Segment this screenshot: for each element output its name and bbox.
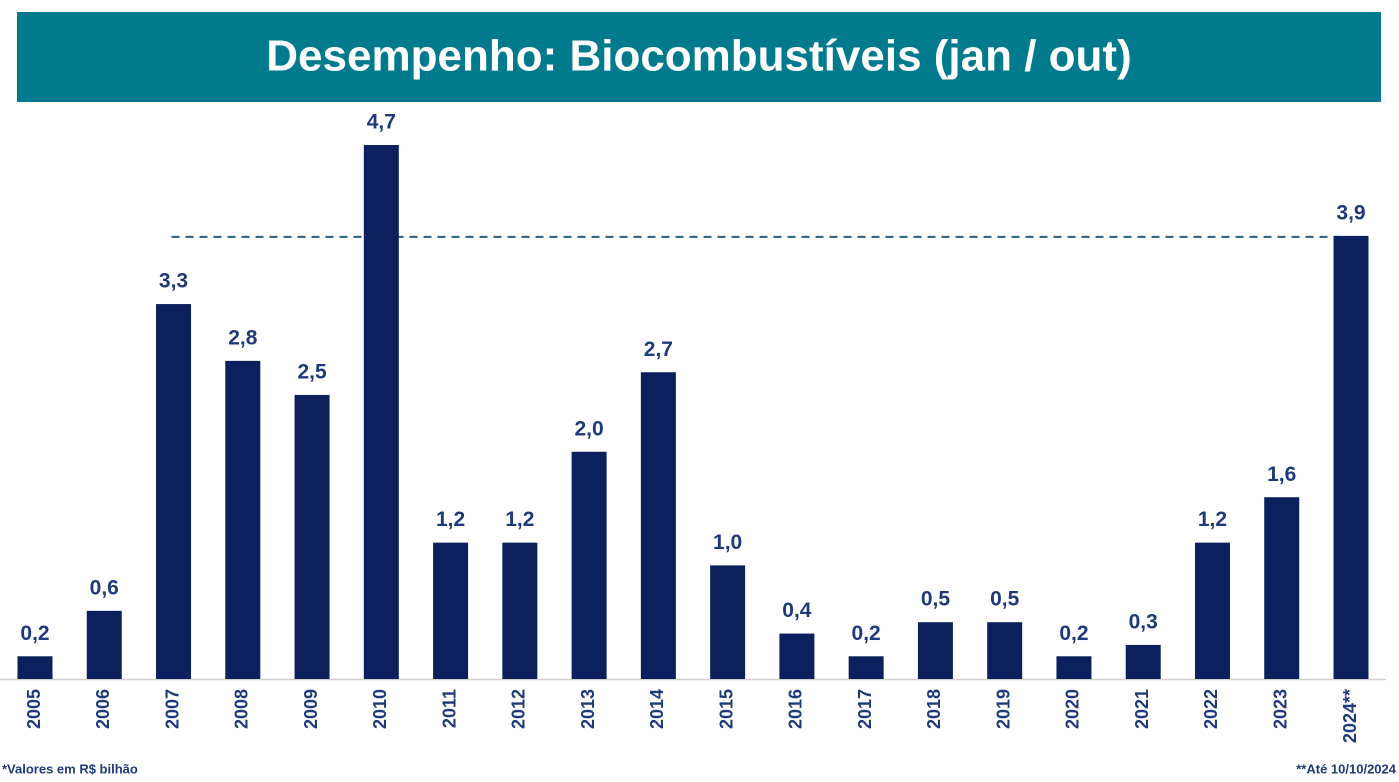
bar — [17, 656, 53, 679]
bar — [86, 610, 122, 679]
x-tick-label: 2015 — [716, 689, 736, 729]
x-tick-label: 2006 — [93, 689, 113, 729]
x-tick-label: 2013 — [578, 689, 598, 729]
value-label: 2,8 — [228, 326, 258, 349]
value-label: 0,5 — [921, 588, 951, 611]
value-label: 0,4 — [782, 599, 812, 622]
x-tick-label: 2019 — [993, 689, 1013, 729]
x-tick-label: 2012 — [509, 689, 529, 729]
value-label: 1,2 — [1198, 508, 1227, 531]
value-label: 1,2 — [505, 508, 534, 531]
value-label: 4,7 — [367, 111, 396, 134]
value-label: 0,2 — [20, 622, 49, 645]
bar — [1056, 656, 1092, 679]
bar — [1264, 497, 1300, 679]
x-tick-label: 2016 — [786, 689, 806, 729]
bar — [1333, 235, 1369, 679]
value-label: 1,2 — [436, 508, 465, 531]
bar — [779, 633, 815, 679]
value-label: 0,5 — [990, 588, 1020, 611]
value-label: 1,6 — [1267, 463, 1296, 486]
title-banner — [17, 12, 1381, 102]
value-label: 3,9 — [1336, 201, 1365, 224]
bar — [987, 622, 1023, 679]
x-tick-label: 2023 — [1270, 689, 1290, 729]
bar — [294, 394, 330, 679]
bar — [1125, 644, 1161, 679]
bar — [433, 542, 469, 679]
value-label: 0,6 — [90, 576, 119, 599]
bar — [848, 656, 884, 679]
x-tick-label: 2008 — [232, 689, 252, 729]
x-tick-label: 2018 — [924, 689, 944, 729]
value-label: 0,3 — [1129, 610, 1158, 633]
bar — [917, 622, 953, 679]
x-tick-label: 2007 — [162, 689, 182, 729]
bar — [156, 304, 192, 679]
x-tick-label: 2014 — [647, 689, 667, 729]
bar — [1194, 542, 1230, 679]
x-tick-label: 2017 — [855, 689, 875, 729]
x-tick-label: 2021 — [1132, 689, 1152, 729]
x-tick-label: 2005 — [24, 689, 44, 729]
value-label: 2,7 — [644, 338, 673, 361]
value-label: 3,3 — [159, 270, 188, 293]
x-tick-label: 2020 — [1063, 689, 1083, 729]
chart-title: Desempenho: Biocombustíveis (jan / out) — [266, 32, 1131, 81]
bar — [571, 451, 607, 679]
bar — [710, 565, 746, 679]
x-tick-label: 2010 — [370, 689, 390, 729]
value-label: 2,5 — [297, 361, 327, 384]
value-label: 0,2 — [852, 622, 881, 645]
bar — [640, 372, 676, 679]
bar — [363, 145, 399, 679]
bar — [502, 542, 538, 679]
x-tick-label: 2011 — [439, 689, 459, 728]
value-label: 1,0 — [713, 531, 742, 554]
footnote-left: *Valores em R$ bilhão — [2, 761, 138, 776]
x-tick-label: 2009 — [301, 689, 321, 729]
footnote-right: **Até 10/10/2024 — [1296, 761, 1397, 776]
bar — [225, 360, 261, 679]
x-tick-label: 2024** — [1340, 689, 1360, 743]
x-tick-label: 2022 — [1201, 689, 1221, 729]
value-label: 2,0 — [575, 417, 604, 440]
value-label: 0,2 — [1059, 622, 1088, 645]
